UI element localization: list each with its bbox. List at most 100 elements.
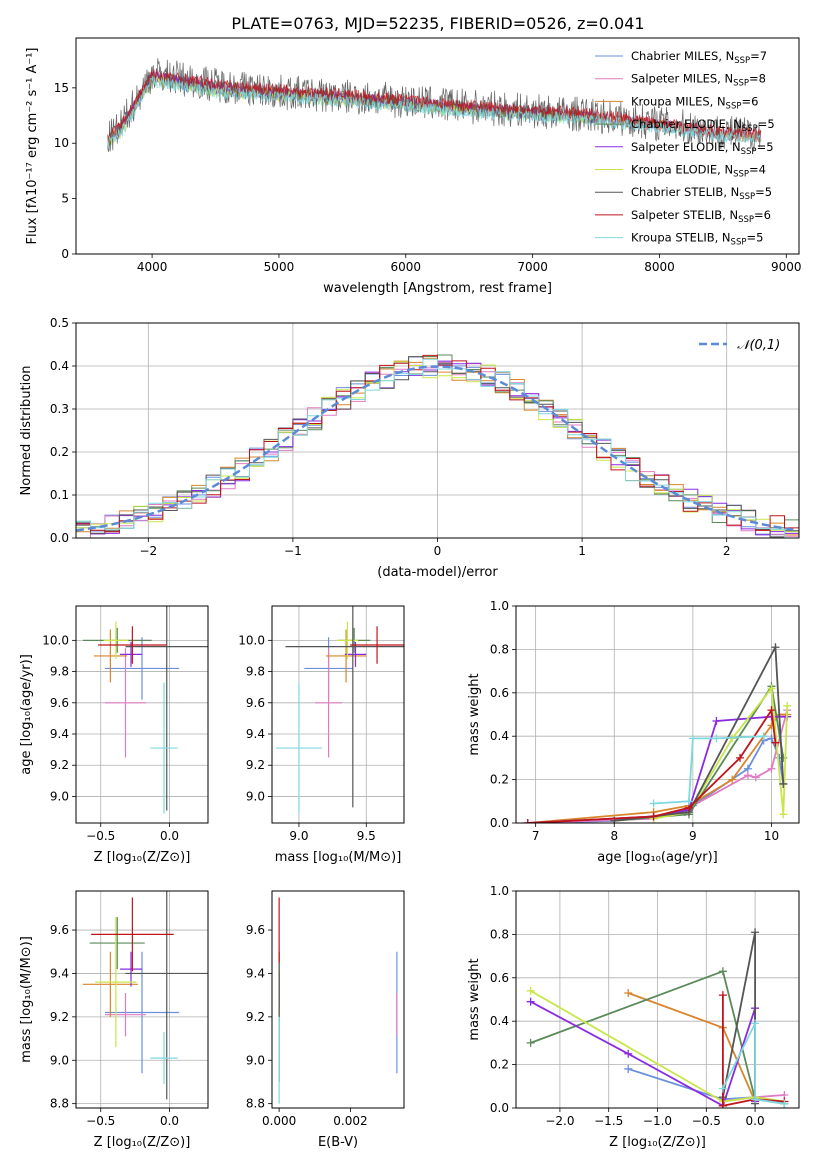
y-tick-label: 9.8 — [50, 665, 69, 679]
x-tick-label: 9.5 — [357, 829, 376, 843]
plus-marker — [684, 797, 693, 806]
axes-frame — [75, 605, 209, 824]
legend-text: Salpeter STELIB, N — [631, 208, 738, 222]
y-tick-label: 5 — [61, 192, 69, 206]
errorbar-point — [325, 629, 367, 683]
y-tick-label: 0.8 — [490, 642, 509, 656]
errorbar-point — [120, 641, 142, 667]
y-tick-label: 9.2 — [246, 758, 265, 772]
x-tick-label: 10 — [764, 829, 779, 843]
legend-value: =6 — [741, 94, 758, 108]
y-tick-label: 9.6 — [50, 923, 69, 937]
legend-subscript: SSP — [734, 56, 750, 66]
x-tick-label: −2 — [139, 544, 157, 558]
plot-area — [76, 891, 208, 1108]
legend-entry: Chabrier ELODIE, NSSP=5 — [631, 117, 775, 134]
plus-marker — [718, 1101, 727, 1108]
plus-marker — [751, 1019, 760, 1028]
plot-area — [107, 58, 762, 152]
plus-marker — [624, 1064, 633, 1073]
x-tick-label: −1 — [284, 544, 302, 558]
axes-frame — [271, 890, 405, 1109]
errorbar-point — [350, 626, 404, 664]
y-tick-label: 0.5 — [50, 316, 69, 330]
x-tick-label: 0.0 — [160, 1114, 179, 1128]
plus-marker — [779, 810, 788, 819]
y-tick-label: 0 — [61, 247, 69, 261]
plus-marker — [771, 738, 780, 747]
plus-marker — [718, 991, 727, 1000]
errorbar-point — [315, 648, 343, 758]
spectrum-line — [107, 69, 762, 143]
y-tick-label: 8.8 — [246, 1097, 265, 1111]
x-tick-label: 9.0 — [289, 829, 308, 843]
axes-frame — [515, 605, 800, 824]
y-tick-label: 10.0 — [42, 633, 69, 647]
x-tick-label: 0.0 — [160, 829, 179, 843]
plus-marker — [771, 643, 780, 652]
legend-text: Chabrier MILES, N — [631, 49, 734, 63]
errorbar-point — [82, 951, 138, 1017]
y-axis-label: Flux [fλ10⁻¹⁷ erg cm⁻² s⁻¹ A⁻¹] — [25, 48, 40, 245]
panel-residuals: −2 −1 0 1 2 0.0 0.1 0.2 0.3 0.4 0.5 (data-model)/er… — [19, 316, 800, 580]
errorbar-point — [150, 1032, 178, 1085]
plus-marker — [624, 1049, 633, 1058]
y-tick-label: 10.0 — [238, 633, 265, 647]
plus-marker — [624, 988, 633, 997]
x-axis-label: age [log₁₀(age/yr)] — [597, 850, 718, 865]
y-tick-label: 0.8 — [490, 927, 509, 941]
y-tick-label: 9.0 — [50, 789, 69, 803]
legend-entry: Salpeter MILES, NSSP=8 — [631, 72, 766, 89]
legend-subscript: SSP — [741, 147, 757, 157]
legend-value: =6 — [754, 208, 771, 222]
axes-frame — [75, 37, 800, 255]
panel-weight_vs_age: 7 8 9 10 0.0 0.2 0.4 0.6 0.8 1.0 age [log₁₀(age/yr… — [467, 599, 800, 865]
legend-subscript: SSP — [733, 79, 749, 89]
y-tick-label: 0.1 — [50, 488, 69, 502]
y-tick-label: 0.0 — [490, 1101, 509, 1115]
normal-curve — [76, 365, 797, 532]
errorbar-point — [93, 629, 127, 683]
errorbar-point — [125, 891, 208, 1100]
y-tick-label: 0.6 — [490, 971, 509, 985]
errorbar-point — [336, 621, 359, 660]
y-tick-label: 9.6 — [246, 696, 265, 710]
legend-value: =4 — [749, 163, 766, 177]
errorbar-point — [104, 992, 147, 1037]
plus-marker — [751, 1095, 760, 1104]
errorbar-point — [150, 682, 178, 814]
x-tick-label: −1.5 — [594, 1114, 623, 1128]
axes-frame — [515, 890, 800, 1109]
y-tick-label: 9.0 — [246, 789, 265, 803]
y-tick-label: 9.0 — [246, 1053, 265, 1067]
x-tick-label: 8 — [610, 829, 618, 843]
legend-subscript: SSP — [738, 215, 754, 225]
x-tick-label: −0.5 — [86, 829, 115, 843]
plus-marker — [779, 779, 788, 788]
legend-value: =5 — [758, 117, 775, 131]
plus-marker — [767, 764, 776, 773]
y-tick-label: 0.2 — [50, 445, 69, 459]
x-tick-label: 0.0 — [746, 1114, 765, 1128]
legend-subscript: SSP — [733, 170, 749, 180]
y-axis-label: age [log₁₀(age/yr)] — [19, 654, 34, 775]
legend-text: Kroupa ELODIE, N — [631, 163, 733, 177]
weight-line — [530, 990, 785, 1103]
y-tick-label: 0.4 — [50, 359, 69, 373]
legend-text: Salpeter ELODIE, N — [631, 140, 741, 154]
errorbar-point — [104, 648, 147, 758]
axes-frame — [271, 605, 405, 824]
legend-subscript: SSP — [726, 101, 742, 111]
y-tick-label: 0.2 — [490, 773, 509, 787]
plot-area — [76, 323, 799, 538]
plus-marker — [649, 799, 658, 808]
plus-marker — [712, 734, 721, 743]
plus-marker — [526, 997, 535, 1006]
plus-marker — [718, 967, 727, 976]
legend-text: Kroupa MILES, N — [631, 94, 726, 108]
plus-marker — [743, 771, 752, 780]
legend-value: =5 — [757, 140, 774, 154]
x-tick-label: 9 — [689, 829, 697, 843]
y-tick-label: 9.2 — [50, 1010, 69, 1024]
